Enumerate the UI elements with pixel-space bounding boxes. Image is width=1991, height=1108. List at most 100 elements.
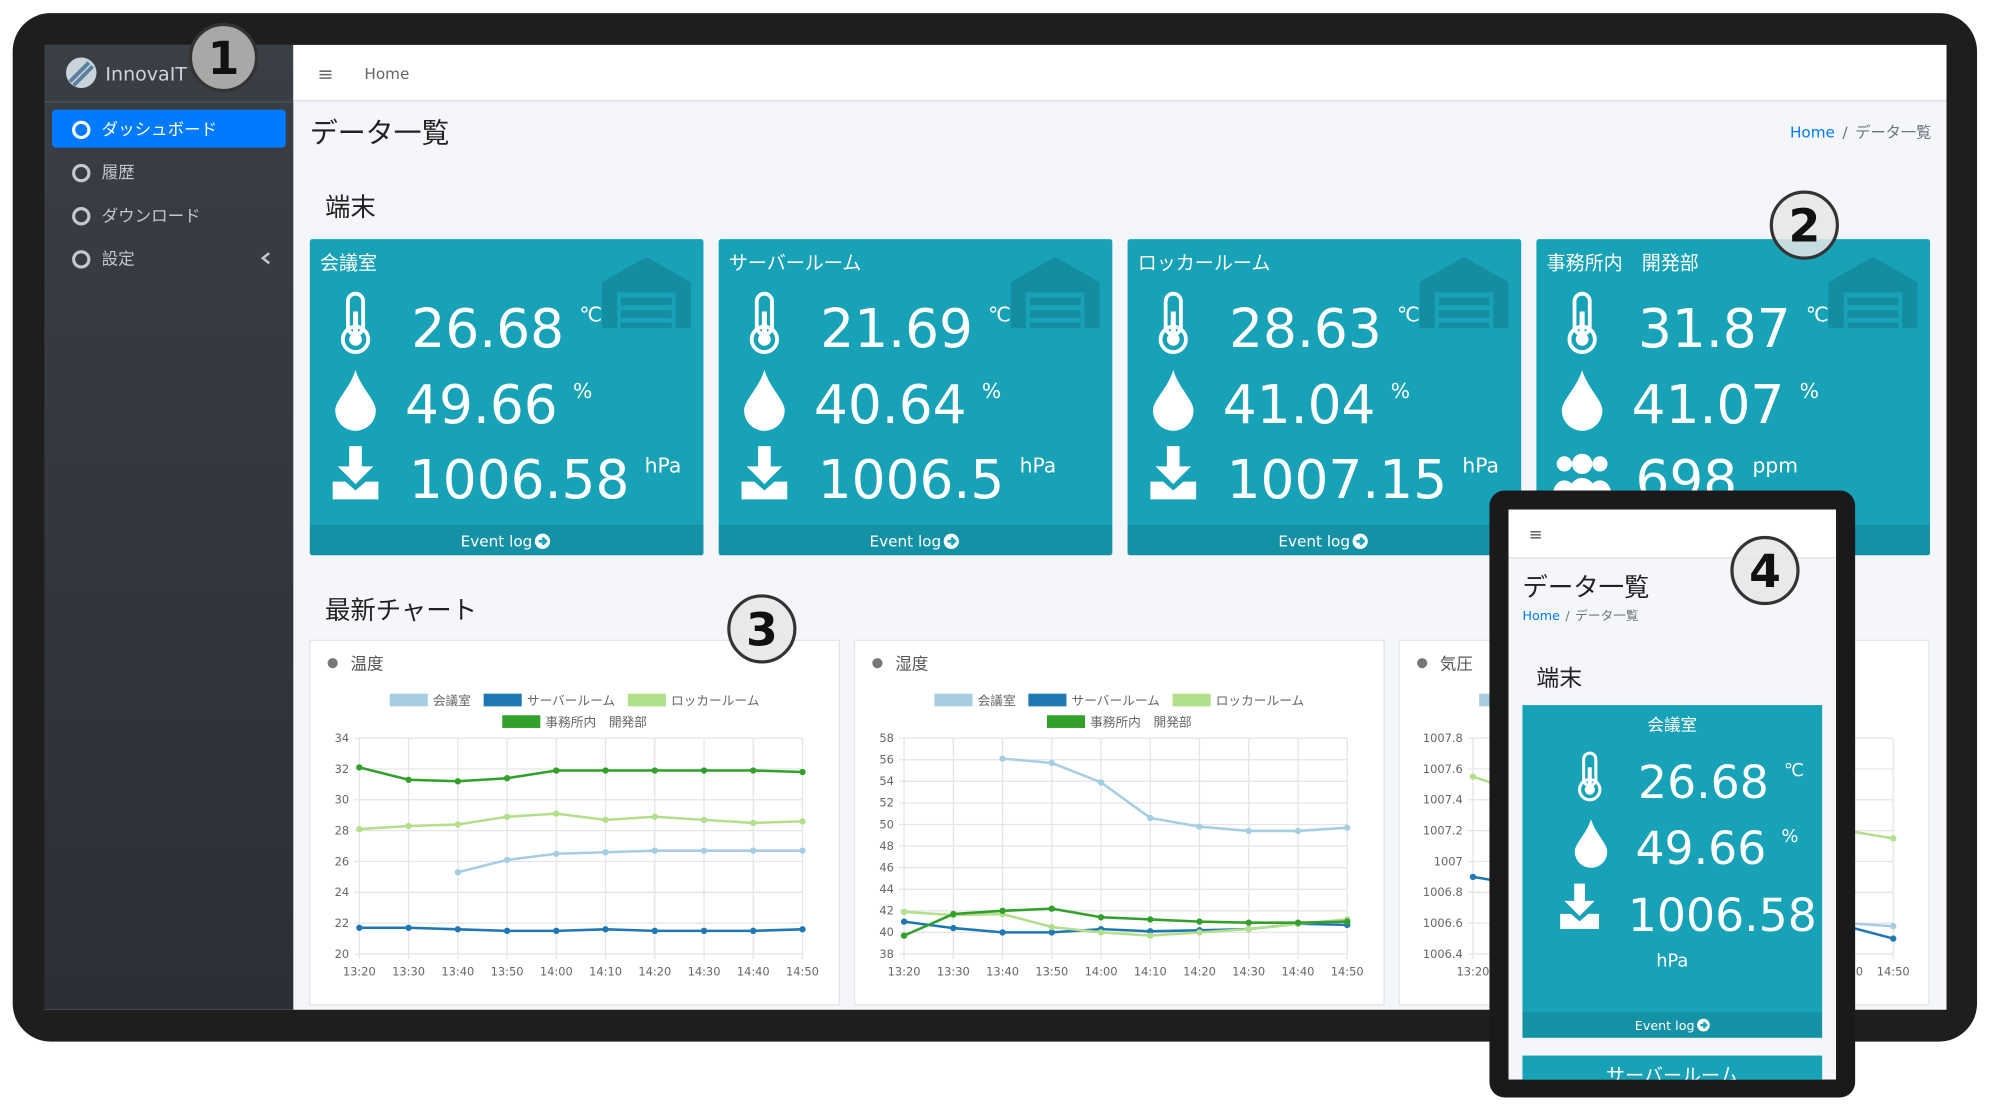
mobile-breadcrumb-home[interactable]: Home: [1522, 608, 1560, 623]
data-point: [950, 910, 957, 918]
reading-unit: ℃: [579, 303, 602, 327]
series-line: [359, 926, 803, 933]
legend-item: ロッカールーム: [627, 693, 759, 708]
legend-swatch: [934, 693, 973, 707]
reading-unit: ℃: [1806, 303, 1829, 327]
legend-item: サーバールーム: [1028, 693, 1160, 708]
x-tick-label: 13:30: [937, 965, 970, 979]
reading-unit: ℃: [988, 303, 1011, 327]
event-log-link[interactable]: Event log: [870, 532, 942, 550]
menu-item[interactable]: 履歴: [102, 163, 135, 182]
menu-icon: [72, 163, 91, 183]
data-point: [1097, 929, 1105, 936]
mobile-screen: ≡ データ一覧 Home データ一覧 端末 / 会議室 26.68 ℃ 49.66 % 10…: [1508, 509, 1837, 1080]
menu-item[interactable]: ダウンロード: [102, 206, 201, 225]
mobile-devices-heading: 端末: [1536, 666, 1582, 692]
download-icon: [746, 446, 783, 485]
y-tick-label: 32: [335, 762, 350, 776]
thermometer-fill: [1575, 333, 1589, 346]
data-point: [1294, 827, 1302, 835]
data-point: [553, 767, 560, 774]
x-tick-label: 14:50: [1331, 965, 1364, 979]
data-point: [1048, 923, 1055, 931]
data-point: [1294, 919, 1302, 926]
mobile-breadcrumb-sep: /: [1565, 608, 1570, 623]
data-point: [1469, 773, 1477, 780]
hamburger[interactable]: ≡: [317, 63, 333, 85]
reading-unit: %: [982, 379, 1001, 403]
data-point: [999, 929, 1006, 936]
y-tick-label: 56: [879, 753, 894, 767]
card-bg: [718, 239, 1113, 556]
legend-label: サーバールーム: [1072, 693, 1160, 708]
reading-unit: hPa: [1462, 454, 1499, 478]
reading-unit: hPa: [1020, 454, 1057, 478]
thermometer-fill: [1166, 333, 1180, 346]
data-point: [651, 813, 658, 820]
callout-number: 4: [1749, 545, 1781, 598]
data-point: [700, 767, 708, 774]
y-tick-label: 26: [335, 854, 350, 868]
data-point: [602, 767, 609, 774]
x-tick-label: 13:20: [888, 965, 921, 979]
breadcrumb-home[interactable]: Home: [1790, 124, 1835, 142]
data-point: [1196, 918, 1203, 925]
data-point: [1245, 919, 1252, 926]
card-name: 会議室: [320, 253, 377, 275]
y-tick-label: 30: [335, 793, 350, 807]
data-point: [602, 816, 609, 824]
chart-title: 温度: [350, 655, 383, 674]
legend-item: 事務所内 開発部: [502, 715, 647, 730]
data-point: [1344, 824, 1351, 831]
thermometer-level: [352, 311, 359, 337]
legend-item: 会議室: [389, 693, 471, 708]
legend-item: 事務所内 開発部: [1046, 715, 1192, 730]
mobile-hamburger[interactable]: ≡: [1529, 525, 1543, 544]
data-point: [900, 908, 908, 916]
data-point: [999, 755, 1006, 762]
reading-unit: ℃: [1784, 761, 1804, 781]
event-log-link[interactable]: Event log: [1278, 532, 1350, 550]
y-tick-label: 20: [335, 947, 350, 961]
legend-item: 会議室: [934, 693, 1016, 708]
data-point: [503, 927, 511, 935]
data-point: [799, 818, 806, 825]
event-log-link[interactable]: Event log: [1635, 1018, 1695, 1033]
thermometer-level: [1587, 767, 1592, 788]
mobile-device-card: 会議室 26.68 ℃ 49.66 % 1006.58 hPa Event log: [1522, 705, 1823, 1038]
event-log-link[interactable]: Event log: [461, 532, 533, 550]
legend-swatch: [1046, 715, 1086, 728]
chart-title-icon: [872, 658, 883, 669]
data-point: [750, 927, 757, 935]
reading-value: 41.07: [1632, 373, 1785, 436]
y-tick-label: 40: [879, 925, 894, 939]
menu-item[interactable]: ダッシュボード: [102, 120, 218, 139]
legend-label: サーバールーム: [527, 693, 615, 708]
menu-active-bg: [52, 109, 286, 148]
card-name: ロッカールーム: [1138, 253, 1271, 275]
legend-label: 事務所内 開発部: [545, 715, 647, 730]
download-icon: [1155, 446, 1192, 485]
data-point: [1048, 759, 1055, 767]
drop-icon: [1574, 819, 1608, 868]
data-point: [356, 924, 363, 931]
x-tick-label: 14:30: [688, 965, 721, 979]
breadcrumb-sep: /: [1842, 124, 1848, 142]
data-point: [1344, 918, 1351, 925]
reading-value: 21.69: [820, 297, 973, 360]
legend-label: 会議室: [978, 693, 1016, 708]
callout-number: 2: [1788, 200, 1820, 253]
data-point: [750, 767, 757, 774]
y-tick-label: 38: [879, 947, 894, 961]
data-point: [651, 927, 658, 935]
y-tick-label: 28: [335, 823, 350, 837]
top-home-link[interactable]: Home: [364, 65, 409, 83]
reading-value: 26.68: [411, 297, 564, 360]
next-card-bg: [1522, 1055, 1823, 1080]
data-point: [454, 926, 461, 933]
menu-item[interactable]: 設定: [102, 249, 135, 268]
y-tick-label: 54: [879, 774, 894, 788]
legend-item: サーバールーム: [483, 693, 615, 708]
data-point: [750, 847, 757, 854]
y-tick-label: 1007: [1434, 854, 1463, 868]
